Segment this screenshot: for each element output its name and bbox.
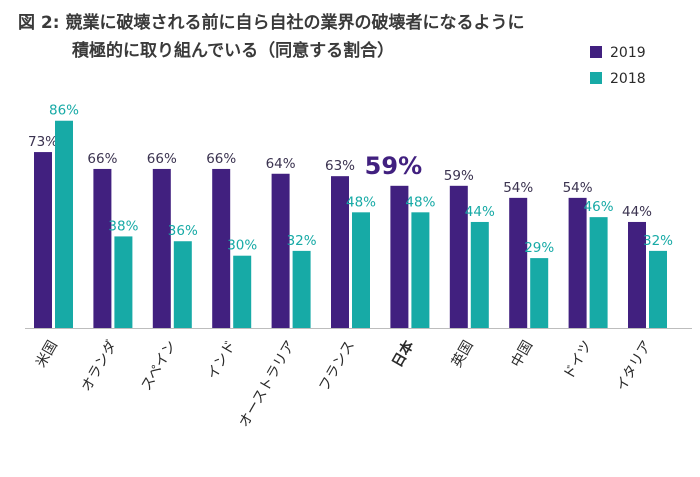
bar: [331, 176, 349, 328]
bar: [212, 168, 231, 328]
bar: [233, 255, 252, 328]
legend-label: 2018: [610, 71, 646, 87]
bar: [628, 221, 646, 328]
chart-title: 図 2: 競業に破壊される前に自ら自社の業界の破壊者になるように: [18, 12, 524, 33]
bar: [271, 173, 290, 328]
bar: [34, 152, 52, 328]
data-label: 44%: [465, 204, 495, 220]
x-tick-label: 米国: [33, 338, 61, 370]
data-label: 32%: [643, 233, 673, 249]
bar: [411, 212, 430, 328]
data-label: 63%: [325, 158, 355, 174]
data-label: 29%: [524, 240, 554, 256]
bar: [649, 250, 667, 328]
data-label: 30%: [227, 238, 257, 254]
data-label: 48%: [346, 194, 376, 210]
bar: [114, 236, 133, 328]
x-tick-label: オランダ: [79, 338, 121, 394]
x-tick-label: イタリア: [613, 338, 655, 394]
x-tick-label: インド: [204, 338, 239, 382]
bar: [390, 185, 409, 328]
data-label: 73%: [28, 134, 58, 150]
bar: [93, 168, 112, 328]
bar: [509, 197, 528, 328]
data-label: 64%: [266, 156, 296, 172]
data-label: 86%: [49, 103, 79, 119]
legend-swatch: [590, 46, 602, 58]
legend-swatch: [590, 72, 602, 84]
data-label: 46%: [584, 199, 614, 215]
bar: [589, 217, 608, 328]
data-label: 54%: [563, 180, 593, 196]
bar: [173, 241, 192, 328]
x-tick-label: フランス: [316, 338, 358, 394]
bar: [352, 212, 370, 328]
data-label: 59%: [365, 152, 422, 180]
data-label: 32%: [287, 233, 317, 249]
x-tick-label: 英国: [448, 338, 477, 371]
x-tick-label: オーストラリア: [236, 338, 299, 430]
x-tick-label: 日本: [389, 337, 418, 371]
chart-title: 積極的に取り組んでいる（同意する割合）: [72, 40, 394, 61]
data-label: 54%: [503, 180, 533, 196]
bar: [449, 185, 468, 328]
x-tick-label: 中国: [508, 338, 536, 370]
data-label: 66%: [87, 151, 117, 167]
data-label: 38%: [108, 218, 138, 234]
bar: [530, 258, 549, 328]
x-tick-label: ドイツ: [561, 338, 596, 382]
data-label: 48%: [405, 194, 435, 210]
x-tick-label: スペイン: [138, 338, 179, 394]
data-label: 36%: [168, 223, 198, 239]
bar: [470, 221, 489, 328]
bar: [292, 250, 311, 328]
bar: [152, 168, 171, 328]
data-label: 59%: [444, 168, 474, 184]
data-label: 66%: [206, 151, 236, 167]
data-label: 44%: [622, 204, 652, 220]
legend-label: 2019: [610, 45, 646, 61]
bar: [568, 197, 587, 328]
bar: [55, 120, 73, 329]
data-label: 66%: [147, 151, 177, 167]
